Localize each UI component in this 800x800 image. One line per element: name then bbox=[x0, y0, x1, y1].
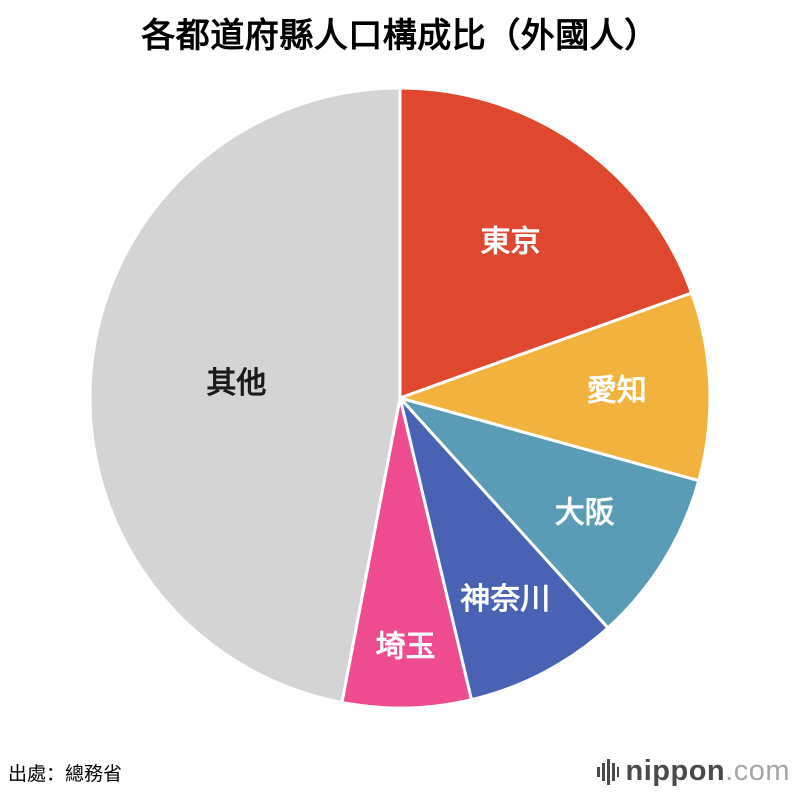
pie-slice-1 bbox=[398, 291, 712, 483]
pie-slice-label-5: 其他 bbox=[206, 367, 266, 400]
equalizer-bars-icon bbox=[596, 758, 619, 785]
nippon-logo: nippon.com bbox=[596, 755, 790, 788]
pie-slice-label-2: 大阪 bbox=[555, 497, 615, 530]
source-note: 出處：總務省 bbox=[8, 764, 123, 785]
pie-slice-0 bbox=[398, 86, 694, 400]
nippon-logo-tld: .com bbox=[725, 755, 790, 787]
pie-slice-label-4: 埼玉 bbox=[376, 630, 436, 663]
pie-slice-3 bbox=[398, 396, 610, 702]
pie-slice-2 bbox=[398, 396, 701, 630]
pie-slice-5 bbox=[88, 86, 402, 705]
chart-title: 各都道府縣人口構成比（外國人） bbox=[141, 17, 659, 55]
pie-slice-label-1: 愛知 bbox=[587, 374, 647, 407]
pie-slice-4 bbox=[340, 396, 473, 710]
nippon-logo-name: nippon bbox=[625, 755, 726, 787]
pie-slice-label-0: 東京 bbox=[481, 224, 541, 258]
pie-slice-label-3: 神奈川 bbox=[460, 583, 550, 616]
nippon-logo-text: nippon.com bbox=[626, 755, 790, 788]
